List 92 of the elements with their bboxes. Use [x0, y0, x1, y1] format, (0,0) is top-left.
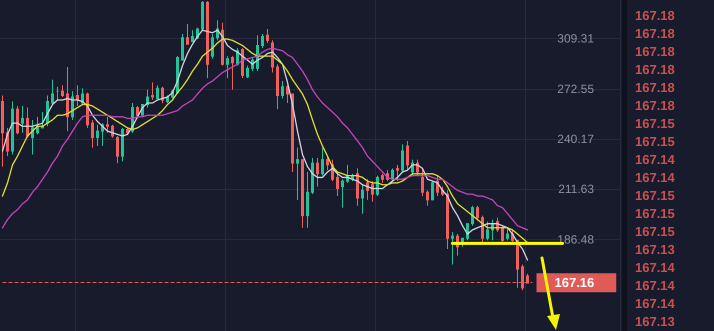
text: 167.15 — [635, 188, 675, 204]
text: 167.18 — [635, 8, 675, 24]
candlestick — [26, 107, 29, 138]
text: 167.14 — [635, 296, 675, 312]
text: 167.18 — [635, 62, 675, 78]
text: 167.18 — [635, 26, 675, 42]
candlestick — [76, 84, 79, 107]
candlestick — [286, 84, 289, 104]
candlestick — [16, 106, 19, 135]
candlestick — [66, 66, 69, 132]
candlestick — [106, 116, 109, 134]
candlestick — [246, 65, 249, 79]
text: 167.14 — [635, 278, 675, 294]
candlestick — [451, 231, 454, 266]
candlestick — [406, 140, 409, 171]
candlestick — [191, 30, 194, 42]
candlestick — [136, 106, 139, 118]
candlestick — [371, 180, 374, 202]
candlestick — [311, 157, 314, 195]
candlestick — [426, 190, 429, 206]
candlestick — [276, 64, 279, 110]
candlestick — [461, 238, 464, 248]
candlestick — [21, 106, 24, 134]
text: 167.14 — [635, 170, 675, 186]
text: 167.15 — [635, 134, 675, 150]
candlestick — [146, 89, 149, 108]
candlestick — [501, 225, 504, 244]
candlestick — [116, 136, 119, 164]
candlestick — [321, 147, 324, 176]
y-tick-label: 272.55 — [557, 82, 594, 96]
candlestick — [396, 164, 399, 182]
candlestick — [61, 84, 64, 98]
candlestick — [11, 100, 14, 155]
text: 167.15 — [635, 224, 675, 240]
candlestick — [401, 144, 404, 172]
candlestick — [206, 0, 209, 79]
y-tick-label: 240.17 — [557, 132, 594, 146]
candlestick — [316, 157, 319, 188]
candlestick — [1, 95, 4, 168]
candlestick — [301, 159, 304, 228]
candlestick — [506, 227, 509, 241]
candlestick — [226, 56, 229, 79]
candlestick — [186, 23, 189, 45]
candlestick — [296, 147, 299, 200]
ref-line-label: 167.16 — [554, 275, 594, 290]
candlestick — [231, 56, 234, 90]
text: 167.13 — [635, 314, 675, 330]
y-tick-label: 309.31 — [557, 32, 594, 46]
candlestick — [51, 79, 54, 106]
candlestick — [36, 116, 39, 135]
candlestick — [121, 127, 124, 162]
candlestick — [486, 221, 489, 241]
text: 167.18 — [635, 80, 675, 96]
candlestick — [431, 180, 434, 200]
candlestick — [366, 178, 369, 200]
candlestick — [421, 168, 424, 197]
candlestick — [201, 0, 204, 31]
candlestick — [291, 94, 294, 172]
candlestick — [361, 184, 364, 214]
candlestick — [211, 33, 214, 60]
candlestick — [156, 84, 159, 99]
candlestick — [306, 172, 309, 228]
candlestick — [326, 156, 329, 171]
candlestick — [266, 28, 269, 44]
candlestick — [151, 82, 154, 100]
candlestick — [341, 178, 344, 208]
text: 167.18 — [635, 98, 675, 114]
text: 167.18 — [635, 44, 675, 60]
candlestick — [261, 33, 264, 49]
candlestick — [471, 205, 474, 226]
candlestick — [521, 264, 524, 291]
text: 167.14 — [635, 260, 675, 276]
candlestick — [41, 112, 44, 128]
candlestick — [96, 124, 99, 146]
candlestick — [356, 168, 359, 206]
candlestick — [381, 173, 384, 184]
candlestick — [476, 205, 479, 220]
candlestick — [56, 86, 59, 100]
y-tick-label: 211.63 — [558, 182, 594, 196]
candlestick — [516, 240, 519, 288]
candlestick — [281, 80, 284, 99]
text: 167.15 — [635, 206, 675, 222]
candlestick — [181, 33, 184, 61]
text: 167.15 — [635, 116, 675, 132]
text: 167.14 — [635, 152, 675, 168]
candlestick — [161, 86, 164, 104]
candlestick — [221, 22, 224, 66]
candlestick — [91, 119, 94, 148]
text: 167.13 — [635, 242, 675, 258]
candlestick — [446, 190, 449, 250]
candlestick — [31, 119, 34, 155]
candlestick — [336, 172, 339, 197]
